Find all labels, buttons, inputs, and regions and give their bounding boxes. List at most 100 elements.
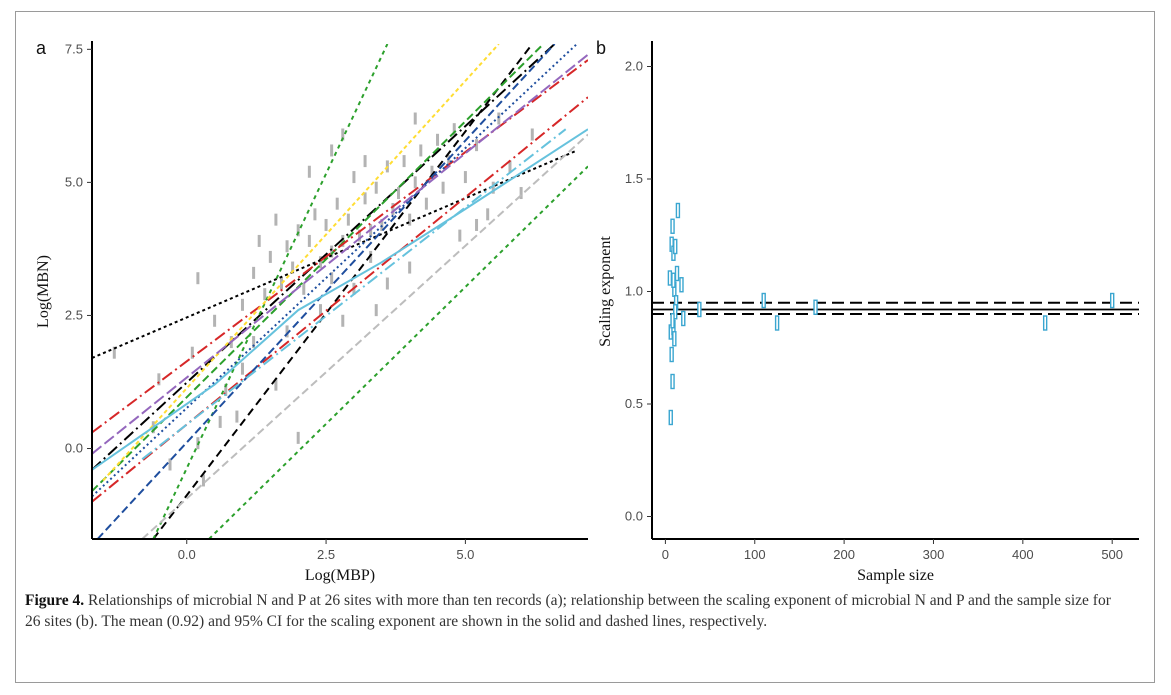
scatter-point: [330, 272, 334, 285]
scatter-point: [240, 362, 244, 375]
y-tick-label: 0.5: [625, 396, 643, 411]
scatter-point: [224, 383, 228, 396]
exponent-point: [1042, 315, 1048, 331]
scatter-point: [475, 218, 479, 231]
panel-a-letter: a: [36, 38, 47, 58]
scatter-point: [263, 288, 267, 301]
site-fit-line: [152, 44, 389, 539]
x-tick-label: 2.5: [317, 547, 335, 562]
scatter-point: [363, 192, 367, 205]
scatter-point: [218, 415, 222, 428]
panel-a-fit-lines: [92, 44, 588, 539]
scatter-point: [291, 261, 295, 274]
x-axis-title: Log(MBP): [305, 567, 375, 584]
site-fit-line: [92, 149, 578, 359]
scatter-point: [352, 171, 356, 184]
scatter-point: [374, 304, 378, 317]
scatter-point: [408, 261, 412, 274]
scatter-point: [257, 234, 261, 247]
scatter-point: [341, 234, 345, 247]
site-fit-line: [92, 53, 588, 455]
scatter-point: [285, 240, 289, 253]
scatter-point: [213, 314, 217, 327]
panel-b: 0 100 200 300 400 500 0.0 0.5 1.0 1.5 2.0 Sample si…: [597, 41, 1139, 584]
x-tick-label: 500: [1101, 547, 1123, 562]
scatter-point: [346, 213, 350, 226]
scatter-point: [201, 474, 205, 487]
site-fit-line: [141, 128, 567, 460]
exponent-point: [674, 265, 680, 282]
scatter-point: [424, 197, 428, 210]
scatter-point: [436, 133, 440, 146]
scatter-point: [168, 458, 172, 471]
exponent-point: [668, 409, 673, 426]
scatter-point: [341, 314, 345, 327]
site-fit-line: [92, 44, 545, 492]
scatter-point: [274, 378, 278, 391]
exponent-point: [672, 331, 677, 347]
scatter-point: [157, 373, 161, 386]
scatter-point: [452, 123, 456, 136]
y-tick-label: 5.0: [65, 174, 83, 189]
x-axis-title: Sample size: [857, 567, 934, 584]
scatter-point: [318, 304, 322, 317]
scatter-point: [419, 144, 423, 157]
scatter-point: [508, 160, 512, 173]
x-tick-label: 100: [744, 547, 766, 562]
exponent-point: [669, 346, 674, 363]
scatter-point: [235, 410, 239, 423]
scatter-point: [341, 128, 345, 141]
y-tick-label: 1.0: [625, 284, 643, 299]
scatter-point: [190, 346, 194, 359]
scatter-point: [475, 139, 479, 152]
x-tick-label: 5.0: [456, 547, 474, 562]
x-tick-label: 200: [833, 547, 855, 562]
exponent-point: [681, 310, 686, 327]
scatter-point: [324, 218, 328, 231]
scatter-point: [491, 181, 495, 194]
panel-a-points: [112, 112, 534, 487]
scatter-point: [408, 213, 412, 226]
scatter-point: [302, 282, 306, 295]
site-fit-line: [92, 128, 588, 471]
scatter-point: [385, 277, 389, 290]
scatter-point: [252, 266, 256, 279]
exponent-point: [813, 299, 818, 315]
exponent-point: [679, 277, 684, 293]
site-fit-line: [102, 44, 500, 482]
scatter-point: [530, 128, 534, 141]
scatter-point: [274, 213, 278, 226]
scatter-point: [413, 112, 417, 125]
scatter-point: [458, 229, 462, 242]
scatter-point: [196, 272, 200, 285]
scatter-point: [307, 234, 311, 247]
scatter-point: [463, 171, 467, 184]
y-tick-label: 0.0: [65, 441, 83, 456]
y-tick-label: 2.0: [625, 59, 643, 74]
figure-caption: Figure 4. Relationships of microbial N a…: [25, 590, 1125, 632]
scatter-point: [318, 256, 322, 269]
x-tick-label: 0.0: [178, 547, 196, 562]
y-tick-label: 7.5: [65, 41, 83, 56]
scatter-point: [285, 325, 289, 338]
exponent-point: [1109, 292, 1115, 309]
y-axis-title: Scaling exponent: [597, 236, 614, 347]
scatter-point: [279, 277, 283, 290]
site-fit-line: [92, 59, 588, 434]
scatter-point: [397, 187, 401, 200]
scatter-point: [252, 336, 256, 349]
exponent-point: [673, 304, 678, 320]
scatter-point: [430, 165, 434, 178]
scatter-point: [519, 187, 523, 200]
scatter-point: [335, 197, 339, 210]
scatter-point: [296, 224, 300, 237]
exponent-point: [761, 292, 766, 309]
site-fit-line: [152, 44, 534, 539]
scatter-point: [374, 181, 378, 194]
exponent-point: [774, 315, 780, 331]
scatter-point: [391, 203, 395, 215]
scatter-point: [497, 112, 501, 125]
scatter-point: [358, 229, 362, 242]
exponent-point: [671, 272, 676, 288]
